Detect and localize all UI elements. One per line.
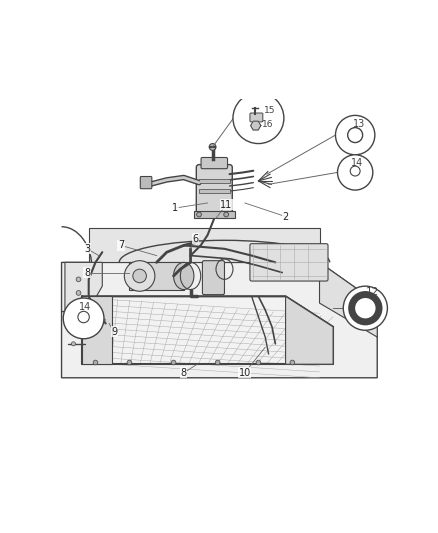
Text: 9: 9: [111, 327, 117, 337]
Circle shape: [71, 325, 75, 329]
FancyBboxPatch shape: [201, 157, 227, 168]
Polygon shape: [82, 296, 113, 364]
Circle shape: [224, 212, 229, 217]
Polygon shape: [82, 296, 333, 364]
Text: 7: 7: [118, 240, 124, 251]
Bar: [199, 189, 230, 193]
Polygon shape: [251, 121, 261, 130]
Text: 14: 14: [351, 158, 363, 168]
Circle shape: [76, 304, 81, 309]
Polygon shape: [61, 262, 377, 378]
Circle shape: [197, 212, 201, 217]
Polygon shape: [286, 296, 333, 364]
FancyBboxPatch shape: [196, 165, 232, 214]
Text: 11: 11: [220, 200, 232, 209]
Text: 2: 2: [283, 212, 289, 222]
Circle shape: [124, 261, 155, 291]
Circle shape: [343, 286, 387, 330]
Circle shape: [352, 295, 379, 322]
FancyBboxPatch shape: [250, 244, 328, 281]
Circle shape: [93, 360, 98, 365]
Circle shape: [71, 342, 75, 346]
Circle shape: [256, 360, 261, 365]
Circle shape: [215, 360, 220, 365]
Circle shape: [348, 127, 363, 142]
Circle shape: [209, 143, 216, 150]
FancyBboxPatch shape: [202, 261, 224, 295]
Circle shape: [336, 115, 375, 155]
Text: 15: 15: [264, 106, 275, 115]
Text: 1: 1: [172, 203, 178, 213]
Polygon shape: [130, 262, 184, 289]
Circle shape: [171, 360, 176, 365]
Polygon shape: [65, 262, 102, 310]
Circle shape: [233, 93, 284, 143]
Circle shape: [78, 311, 89, 322]
Text: 6: 6: [193, 233, 199, 244]
FancyBboxPatch shape: [140, 176, 152, 189]
Circle shape: [71, 311, 75, 316]
FancyBboxPatch shape: [250, 113, 263, 122]
Polygon shape: [320, 262, 377, 337]
Text: 16: 16: [262, 120, 273, 129]
Text: 12: 12: [365, 287, 378, 297]
Bar: [199, 179, 230, 183]
Bar: [194, 211, 235, 218]
Text: 14: 14: [79, 302, 92, 312]
Circle shape: [338, 155, 373, 190]
Text: 8: 8: [181, 368, 187, 378]
Circle shape: [63, 298, 104, 339]
Circle shape: [133, 269, 146, 282]
Text: 8: 8: [84, 268, 90, 278]
Text: 3: 3: [84, 244, 90, 254]
Circle shape: [350, 166, 360, 176]
Polygon shape: [88, 229, 320, 262]
Ellipse shape: [173, 262, 194, 289]
Circle shape: [76, 277, 81, 282]
Circle shape: [290, 360, 295, 365]
Text: 13: 13: [353, 119, 365, 130]
Circle shape: [127, 360, 132, 365]
Circle shape: [76, 290, 81, 295]
Text: 10: 10: [239, 368, 251, 378]
